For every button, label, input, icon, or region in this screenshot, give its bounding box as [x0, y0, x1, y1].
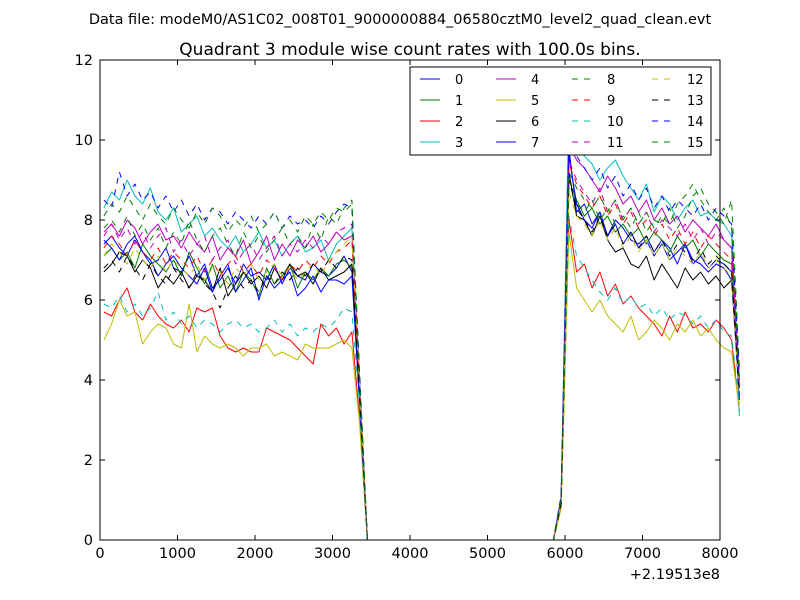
chart-title: Quadrant 3 module wise count rates with …	[179, 40, 640, 60]
y-tick-label-8: 8	[84, 213, 93, 229]
legend-label-7: 7	[531, 136, 539, 151]
x-tick-label-4000: 4000	[392, 546, 429, 562]
legend-label-2: 2	[455, 115, 463, 130]
legend-label-8: 8	[607, 73, 615, 88]
y-tick-label-0: 0	[84, 533, 93, 549]
figure-suptitle: Data file: modeM0/AS1C02_008T01_90000008…	[89, 12, 712, 28]
y-tick-label-12: 12	[75, 53, 93, 69]
series-line-12	[103, 191, 740, 541]
x-tick-label-0: 0	[95, 546, 104, 562]
y-tick-label-6: 6	[84, 293, 93, 309]
x-offset-label: +2.19513e8	[630, 567, 720, 583]
legend-label-12: 12	[687, 73, 704, 88]
legend-label-14: 14	[687, 115, 704, 130]
x-tick-label-2000: 2000	[237, 546, 274, 562]
x-tick-label-8000: 8000	[702, 546, 739, 562]
series-line-11	[103, 159, 740, 541]
legend-label-9: 9	[607, 94, 615, 109]
axes-frame	[99, 59, 721, 541]
legend-label-0: 0	[455, 73, 463, 88]
x-tick-label-5000: 5000	[469, 546, 506, 562]
legend-label-4: 4	[531, 73, 539, 88]
x-tick-label-1000: 1000	[159, 546, 196, 562]
y-tick-label-10: 10	[75, 133, 93, 149]
legend-label-1: 1	[455, 94, 463, 109]
y-tick-label-2: 2	[84, 453, 93, 469]
ticks-layer: 0 1000 2000 3000 4000 5000 6000 7000 80000246810…	[75, 53, 739, 562]
x-tick-label-3000: 3000	[314, 546, 351, 562]
y-tick-label-4: 4	[84, 373, 93, 389]
x-tick-label-6000: 6000	[547, 546, 584, 562]
x-tick-label-7000: 7000	[624, 546, 661, 562]
legend-label-3: 3	[455, 136, 463, 151]
legend-frame	[409, 66, 712, 156]
legend-label-15: 15	[687, 136, 704, 151]
legend-label-11: 11	[607, 136, 624, 151]
legend-label-5: 5	[531, 94, 539, 109]
legend-label-13: 13	[687, 94, 704, 109]
legend-label-6: 6	[531, 115, 539, 130]
legend-label-10: 10	[607, 115, 624, 130]
